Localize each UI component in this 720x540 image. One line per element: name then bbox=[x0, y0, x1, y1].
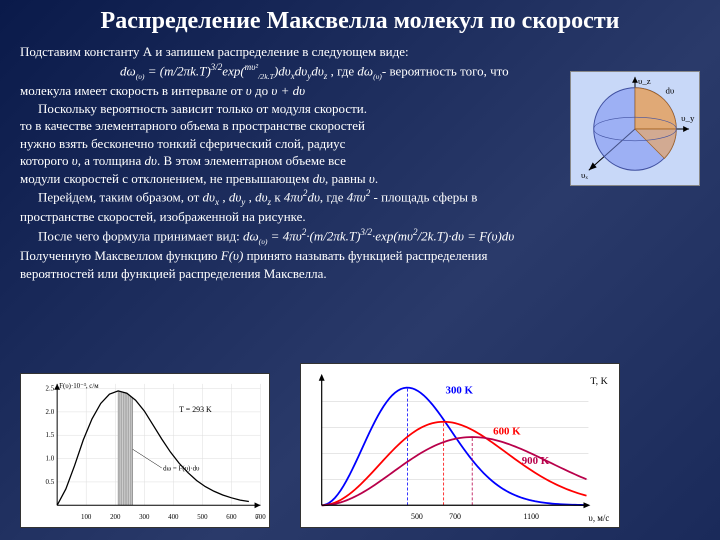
sphere-diagram: υ_z υ_y υₓ dυ bbox=[570, 71, 700, 186]
svg-text:500: 500 bbox=[197, 514, 208, 521]
chart-temperature-curves: 500 700 1100 300 K 600 K 900 K T, K υ, м/с bbox=[300, 363, 620, 528]
chart-single-distribution: 1002003004005006007000.51.01.52.02.5F(υ)… bbox=[20, 373, 270, 528]
svg-text:100: 100 bbox=[81, 514, 92, 521]
svg-text:200: 200 bbox=[110, 514, 121, 521]
line-10: После чего формула принимает вид: dω(υ) … bbox=[20, 226, 700, 247]
line-8: Перейдем, таким образом, от dυx , dυy , … bbox=[20, 187, 700, 208]
svg-text:υₓ: υₓ bbox=[581, 170, 588, 180]
svg-text:500: 500 bbox=[411, 512, 423, 521]
line-1: Подставим константу А и запишем распреде… bbox=[20, 43, 700, 61]
svg-text:900 K: 900 K bbox=[522, 455, 550, 467]
svg-text:1100: 1100 bbox=[524, 512, 540, 521]
svg-text:F(υ)·10⁻³, с/м: F(υ)·10⁻³, с/м bbox=[59, 383, 99, 390]
svg-text:400: 400 bbox=[168, 514, 179, 521]
svg-text:300 K: 300 K bbox=[446, 385, 474, 397]
svg-text:υ_y: υ_y bbox=[681, 113, 695, 123]
svg-text:υ, м/с: υ, м/с bbox=[588, 513, 609, 523]
line-12: вероятностей или функцией распределения … bbox=[20, 265, 700, 283]
slide-title: Распределение Максвелла молекул по скоро… bbox=[20, 8, 700, 35]
svg-text:dυ: dυ bbox=[665, 86, 674, 96]
svg-text:300: 300 bbox=[139, 514, 150, 521]
svg-text:2.0: 2.0 bbox=[46, 409, 55, 416]
svg-text:T = 293 K: T = 293 K bbox=[179, 405, 212, 414]
svg-text:υ: υ bbox=[255, 514, 259, 521]
svg-text:1.0: 1.0 bbox=[46, 456, 55, 463]
svg-text:600 K: 600 K bbox=[493, 426, 521, 438]
svg-text:0.5: 0.5 bbox=[46, 479, 55, 486]
line-9: пространстве скоростей, изображенной на … bbox=[20, 208, 700, 226]
svg-text:T, K: T, K bbox=[590, 376, 608, 387]
svg-text:1.5: 1.5 bbox=[46, 432, 55, 439]
line-11: Полученную Максвеллом функцию F(υ) приня… bbox=[20, 247, 700, 265]
svg-text:2.5: 2.5 bbox=[46, 386, 55, 393]
svg-text:dω = F(υ)·dυ: dω = F(υ)·dυ bbox=[163, 465, 200, 472]
svg-text:600: 600 bbox=[226, 514, 237, 521]
svg-text:υ_z: υ_z bbox=[638, 76, 651, 86]
svg-text:700: 700 bbox=[449, 512, 461, 521]
body-text: Подставим константу А и запишем распреде… bbox=[20, 43, 700, 283]
